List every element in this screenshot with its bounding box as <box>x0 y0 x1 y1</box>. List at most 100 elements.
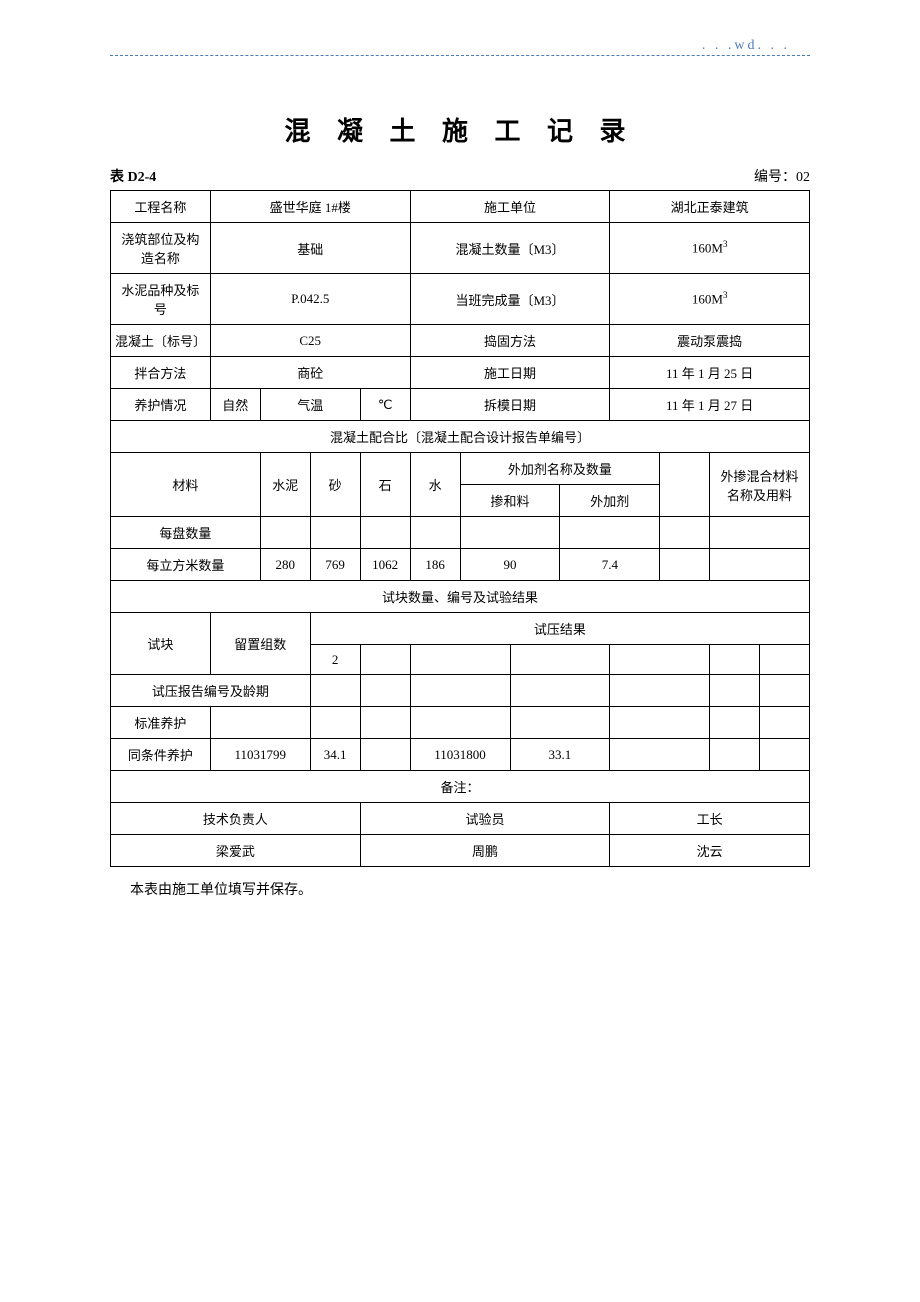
value-foreman: 沈云 <box>610 835 810 867</box>
sc-c0 <box>210 707 310 739</box>
pb-sand <box>310 517 360 549</box>
col-additive: 外加剂 <box>560 485 660 517</box>
pc-additive: 7.4 <box>560 549 660 581</box>
label-test-result: 试压结果 <box>310 613 809 645</box>
scc-v4: 33.1 <box>510 739 610 771</box>
test-block-header: 试块数量、编号及试验结果 <box>111 581 810 613</box>
header-divider: . . .wd. . . <box>110 55 810 56</box>
ra-c7 <box>760 675 810 707</box>
col-stone: 石 <box>360 453 410 517</box>
pb-admix-mat <box>710 517 810 549</box>
label-shift-complete: 当班完成量〔M3〕 <box>410 274 610 325</box>
pc-blank <box>660 549 710 581</box>
value-temp-unit: ℃ <box>360 389 410 421</box>
per-cubic-row: 每立方米数量 280 769 1062 186 90 7.4 <box>111 549 810 581</box>
info-row-mix-method: 拌合方法 商砼 施工日期 11 年 1 月 25 日 <box>111 357 810 389</box>
label-retain-groups: 留置组数 <box>210 613 310 675</box>
value-concrete-qty: 160M3 <box>610 223 810 274</box>
value-tester: 周鹏 <box>360 835 610 867</box>
same-cond-row: 同条件养护 11031799 34.1 11031800 33.1 <box>111 739 810 771</box>
value-compact-method: 震动泵震捣 <box>610 325 810 357</box>
label-concrete-qty: 混凝土数量〔M3〕 <box>410 223 610 274</box>
ra-c5 <box>610 675 710 707</box>
label-std-curing: 标准养护 <box>111 707 211 739</box>
report-age-row: 试压报告编号及龄期 <box>111 675 810 707</box>
col-admix-material: 外掺混合材料名称及用料 <box>710 453 810 517</box>
info-row-cement: 水泥品种及标号 P.042.5 当班完成量〔M3〕 160M3 <box>111 274 810 325</box>
tb-c2 <box>360 645 410 675</box>
sc-c4 <box>510 707 610 739</box>
mix-ratio-header: 混凝土配合比〔混凝土配合设计报告单编号〕 <box>111 421 810 453</box>
value-concrete-grade: C25 <box>210 325 410 357</box>
sc-c2 <box>360 707 410 739</box>
info-row-grade: 混凝土〔标号〕 C25 捣固方法 震动泵震捣 <box>111 325 810 357</box>
remarks-row: 备注： <box>111 771 810 803</box>
scc-v3: 11031800 <box>410 739 510 771</box>
scc-v1: 11031799 <box>210 739 310 771</box>
scc-c2b <box>360 739 410 771</box>
sc-c7 <box>760 707 810 739</box>
col-additive-header: 外加剂名称及数量 <box>460 453 660 485</box>
label-construct-date: 施工日期 <box>410 357 610 389</box>
meta-row: 表 D2-4 编号：02 <box>110 166 810 186</box>
pc-stone: 1062 <box>360 549 410 581</box>
pc-admixture: 90 <box>460 549 560 581</box>
tb-c4 <box>510 645 610 675</box>
value-construct-date: 11 年 1 月 25 日 <box>610 357 810 389</box>
pb-cement <box>260 517 310 549</box>
ra-c3 <box>410 675 510 707</box>
label-material: 材料 <box>111 453 261 517</box>
main-table: 工程名称 盛世华庭 1#楼 施工单位 湖北正泰建筑 浇筑部位及构造名称 基础 混… <box>110 190 810 867</box>
label-pour-part: 浇筑部位及构造名称 <box>111 223 211 274</box>
scc-c7 <box>760 739 810 771</box>
info-row-project: 工程名称 盛世华庭 1#楼 施工单位 湖北正泰建筑 <box>111 191 810 223</box>
label-cement: 水泥品种及标号 <box>111 274 211 325</box>
tb-c3 <box>410 645 510 675</box>
mix-ratio-cols-1: 材料 水泥 砂 石 水 外加剂名称及数量 外掺混合材料名称及用料 <box>111 453 810 485</box>
value-curing-natural: 自然 <box>210 389 260 421</box>
label-per-cubic: 每立方米数量 <box>111 549 261 581</box>
col-sand: 砂 <box>310 453 360 517</box>
pc-admix-mat <box>710 549 810 581</box>
scc-c5 <box>610 739 710 771</box>
label-concrete-grade: 混凝土〔标号〕 <box>111 325 211 357</box>
pb-stone <box>360 517 410 549</box>
value-project-name: 盛世华庭 1#楼 <box>210 191 410 223</box>
sign-name-row: 梁爱武 周鹏 沈云 <box>111 835 810 867</box>
pb-admixture <box>460 517 560 549</box>
label-demold-date: 拆模日期 <box>410 389 610 421</box>
value-shift-complete: 160M3 <box>610 274 810 325</box>
label-foreman: 工长 <box>610 803 810 835</box>
sc-c1 <box>310 707 360 739</box>
test-block-subheader-1: 试块 留置组数 试压结果 <box>111 613 810 645</box>
std-curing-row: 标准养护 <box>111 707 810 739</box>
header-wd-text: . . .wd. . . <box>702 38 790 54</box>
sc-c3 <box>410 707 510 739</box>
label-compact-method: 捣固方法 <box>410 325 610 357</box>
col-blank <box>660 453 710 517</box>
value-tech-leader: 梁爱武 <box>111 835 361 867</box>
col-cement: 水泥 <box>260 453 310 517</box>
remarks-cell: 备注： <box>111 771 810 803</box>
value-demold-date: 11 年 1 月 27 日 <box>610 389 810 421</box>
value-cement: P.042.5 <box>210 274 410 325</box>
scc-c6 <box>710 739 760 771</box>
test-block-header-row: 试块数量、编号及试验结果 <box>111 581 810 613</box>
pb-blank <box>660 517 710 549</box>
info-row-pour: 浇筑部位及构造名称 基础 混凝土数量〔M3〕 160M3 <box>111 223 810 274</box>
tb-val-2: 2 <box>310 645 360 675</box>
pc-water: 186 <box>410 549 460 581</box>
pc-sand: 769 <box>310 549 360 581</box>
label-test-block: 试块 <box>111 613 211 675</box>
serial-number: 编号：02 <box>754 166 810 186</box>
label-project-name: 工程名称 <box>111 191 211 223</box>
sign-label-row: 技术负责人 试验员 工长 <box>111 803 810 835</box>
sc-c5 <box>610 707 710 739</box>
page-title: 混 凝 土 施 工 记 录 <box>0 111 920 148</box>
label-construction-unit: 施工单位 <box>410 191 610 223</box>
ra-c6 <box>710 675 760 707</box>
pb-additive <box>560 517 660 549</box>
col-admixture: 掺和料 <box>460 485 560 517</box>
mix-ratio-header-row: 混凝土配合比〔混凝土配合设计报告单编号〕 <box>111 421 810 453</box>
sc-c6 <box>710 707 760 739</box>
